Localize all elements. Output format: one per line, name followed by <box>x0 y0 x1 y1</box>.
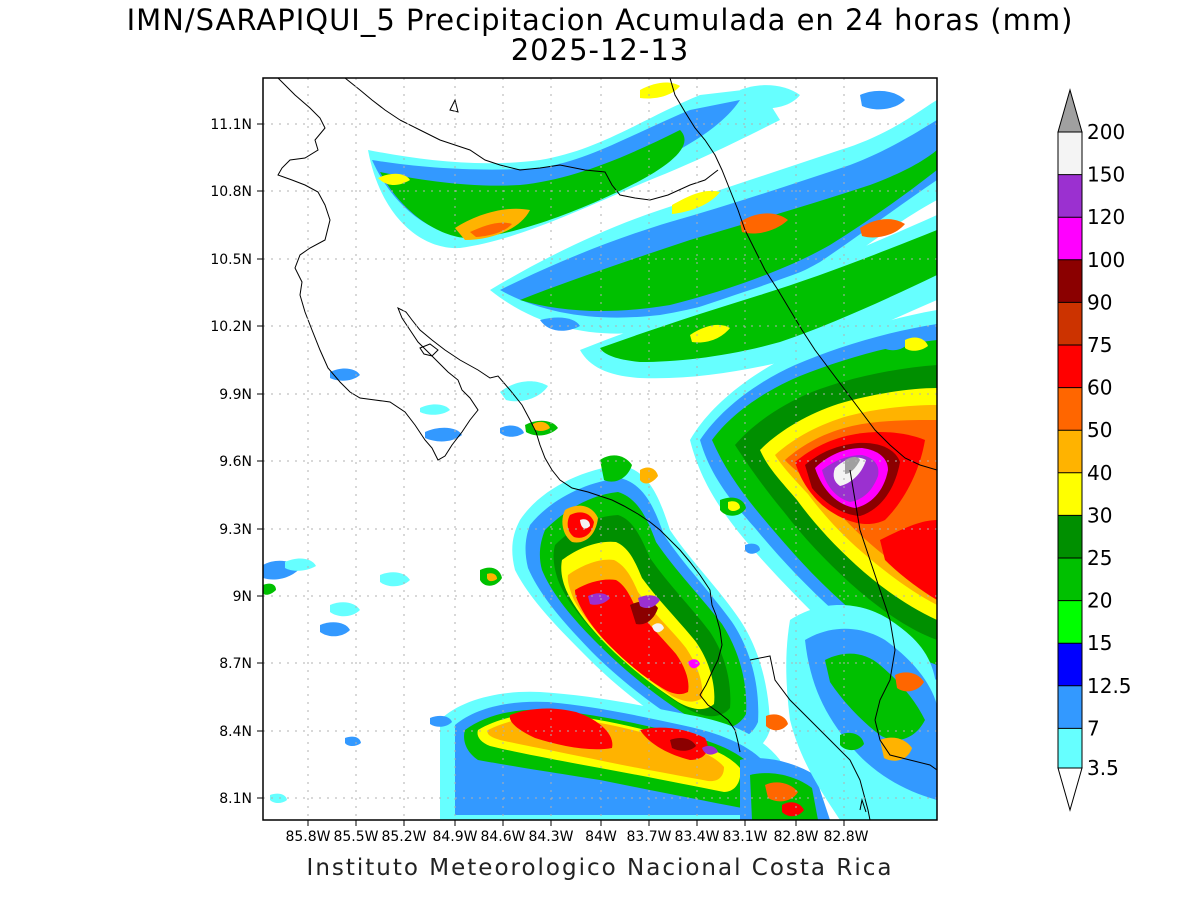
colorbar-swatch-30 <box>1058 515 1082 558</box>
map-frame <box>262 77 938 821</box>
colorbar-swatch-12-5 <box>1058 685 1082 729</box>
colorbar-swatch-200 <box>1058 132 1082 175</box>
colorbar-label: 150 <box>1087 163 1125 187</box>
lon-label: 82.8W <box>773 829 818 845</box>
lon-label: 84.9W <box>432 829 477 845</box>
colorbar-swatch-60 <box>1058 387 1082 431</box>
lat-label: 9N <box>233 589 252 605</box>
colorbar-label: 120 <box>1087 205 1125 229</box>
lon-label: 82.8W <box>823 829 868 845</box>
coastlines-borders <box>277 78 937 820</box>
lon-label: 84W <box>585 829 617 845</box>
colorbar-swatch-50 <box>1058 430 1082 473</box>
lat-label: 10.2N <box>210 319 252 335</box>
colorbar-swatch-90 <box>1058 302 1082 345</box>
lon-label: 85.5W <box>333 829 378 845</box>
lon-labels: 85.8W 85.5W 85.2W 84.9W 84.6W 84.3W 83.7… <box>285 829 868 845</box>
precip-band-southwest <box>440 691 830 820</box>
map-title: IMN/SARAPIQUI_5 Precipitacion Acumulada … <box>126 3 1074 37</box>
lon-label: 83.7W <box>626 829 671 845</box>
lon-label: 84.3W <box>528 829 573 845</box>
lat-label: 10.8N <box>210 184 252 200</box>
lon-label: 83.1W <box>722 829 767 845</box>
colorbar-swatch-120 <box>1058 217 1082 260</box>
colorbar: 200 150 120 100 90 75 60 50 40 30 25 20 … <box>1057 88 1132 812</box>
colorbar-swatch-150 <box>1058 174 1082 218</box>
precip-core-south <box>512 455 770 755</box>
colorbar-label: 7 <box>1087 716 1100 740</box>
lat-label: 8.7N <box>219 656 252 672</box>
lat-label: 9.9N <box>219 387 252 403</box>
lon-label: 83.4W <box>674 829 719 845</box>
colorbar-swatch-20 <box>1058 600 1082 644</box>
map-gridlines <box>263 78 937 820</box>
lat-ticks <box>257 123 263 799</box>
colorbar-label: 200 <box>1087 120 1125 144</box>
precip-cells-southeast <box>766 605 937 820</box>
lat-label: 8.4N <box>219 724 252 740</box>
colorbar-label: 40 <box>1087 461 1112 485</box>
colorbar-swatch-100 <box>1058 259 1082 303</box>
map-date: 2025-12-13 <box>510 33 690 67</box>
colorbar-label: 15 <box>1087 631 1112 655</box>
lat-labels: 11.1N 10.8N 10.5N 10.2N 9.9N 9.6N 9.3N 9… <box>210 117 252 807</box>
colorbar-swatch-7 <box>1058 728 1082 768</box>
lat-label: 9.6N <box>219 454 252 470</box>
footer-credit: Instituto Meteorologico Nacional Costa R… <box>306 855 894 881</box>
lon-label: 85.2W <box>381 829 426 845</box>
colorbar-label: 75 <box>1087 333 1112 357</box>
colorbar-label: 12.5 <box>1087 674 1132 698</box>
colorbar-under-arrow <box>1057 767 1083 812</box>
lat-label: 10.5N <box>210 252 252 268</box>
lon-ticks <box>307 820 845 826</box>
precip-scattered-cells <box>263 85 928 803</box>
colorbar-label: 60 <box>1087 376 1112 400</box>
colorbar-label: 50 <box>1087 418 1112 442</box>
colorbar-label: 90 <box>1087 290 1112 314</box>
colorbar-swatch-75 <box>1058 345 1082 388</box>
lon-label: 84.6W <box>480 829 525 845</box>
colorbar-over-arrow <box>1057 88 1083 133</box>
lat-label: 9.3N <box>219 522 252 538</box>
colorbar-swatch-25 <box>1058 558 1082 601</box>
lon-label: 85.8W <box>285 829 330 845</box>
colorbar-swatch-40 <box>1058 472 1082 516</box>
lat-label: 11.1N <box>210 117 252 133</box>
colorbar-label: 20 <box>1087 589 1112 613</box>
precipitation-field <box>263 82 937 820</box>
colorbar-label: 3.5 <box>1087 756 1119 780</box>
colorbar-swatch-15 <box>1058 643 1082 686</box>
colorbar-label: 30 <box>1087 503 1112 527</box>
colorbar-label: 25 <box>1087 546 1112 570</box>
colorbar-label: 100 <box>1087 248 1125 272</box>
lat-label: 8.1N <box>219 791 252 807</box>
